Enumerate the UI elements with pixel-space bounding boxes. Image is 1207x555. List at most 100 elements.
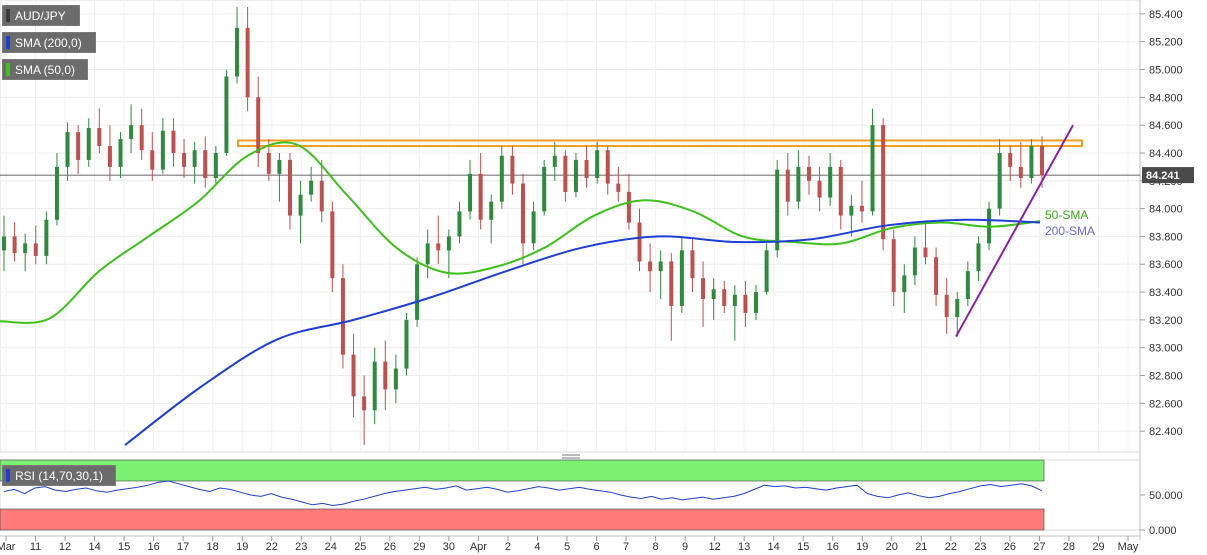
sma50-swatch xyxy=(6,63,10,76)
price-tick-label: 85.000 xyxy=(1149,65,1183,77)
candle-body xyxy=(23,243,28,254)
candle-body xyxy=(76,132,81,160)
time-tick-label: 6 xyxy=(593,541,599,553)
candle-body xyxy=(584,159,589,179)
price-tick-label: 82.600 xyxy=(1149,398,1183,410)
rsi-tick-label: 0.000 xyxy=(1149,525,1177,537)
candle-body xyxy=(192,150,197,167)
candle-body xyxy=(415,264,420,320)
time-tick-label: 25 xyxy=(354,541,366,553)
resistance-zone xyxy=(237,139,1083,148)
candle-body xyxy=(743,294,748,313)
candle-body xyxy=(277,159,282,174)
time-tick-label: May xyxy=(1118,541,1139,553)
candle-body xyxy=(902,275,907,293)
candle-body xyxy=(817,180,822,198)
time-tick-label: 13 xyxy=(738,541,750,553)
price-tick-label: 82.400 xyxy=(1149,426,1183,438)
candle-body xyxy=(213,152,218,179)
time-tick-label: 26 xyxy=(1004,541,1016,553)
time-tick-label: Mar xyxy=(0,541,16,553)
time-tick-label: 18 xyxy=(207,541,219,553)
time-tick-label: 22 xyxy=(266,541,278,553)
time-tick-label: 17 xyxy=(177,541,189,553)
time-tick-label: 16 xyxy=(827,541,839,553)
candle-body xyxy=(658,261,663,272)
rsi-legend[interactable]: RSI (14,70,30,1) xyxy=(2,465,116,486)
time-tick-label: 29 xyxy=(413,541,425,553)
rsi-tick-label: 50.000 xyxy=(1149,490,1183,502)
candle-body xyxy=(139,125,144,151)
candle-body xyxy=(309,180,314,195)
candle-body xyxy=(965,271,970,300)
trendline xyxy=(955,124,1074,338)
time-tick-label: 12 xyxy=(59,541,71,553)
rsi-line xyxy=(3,480,1043,507)
main-plot-area xyxy=(0,0,1141,453)
candle-body xyxy=(891,239,896,293)
candle-body xyxy=(478,173,483,220)
candle-body xyxy=(372,361,377,411)
sma50-line xyxy=(0,141,1041,324)
time-tick-label: 19 xyxy=(236,541,248,553)
current-price-label: 84.241 xyxy=(1146,170,1180,182)
candle-body xyxy=(796,166,801,202)
time-tick-label: 15 xyxy=(118,541,130,553)
time-tick-label: 4 xyxy=(534,541,540,553)
sma200-legend[interactable]: SMA (200,0) xyxy=(2,32,96,53)
candle-body xyxy=(150,150,155,170)
candle-body xyxy=(764,250,769,293)
rsi-overbought-band xyxy=(0,459,1045,482)
time-tick-label: 22 xyxy=(945,541,957,553)
candle-body xyxy=(870,125,875,212)
candle-body xyxy=(616,183,621,192)
price-tick-label: 84.800 xyxy=(1149,92,1183,104)
candle-body xyxy=(287,159,292,216)
time-tick-label: 14 xyxy=(88,541,100,553)
sma50-legend[interactable]: SMA (50,0) xyxy=(2,59,88,80)
time-tick-label: Apr xyxy=(470,541,487,553)
candle-body xyxy=(521,183,525,244)
time-tick-label: 11 xyxy=(30,541,41,553)
candle-body xyxy=(319,180,324,212)
candle-body xyxy=(383,361,388,390)
candle-body xyxy=(806,166,811,181)
candle-body xyxy=(404,319,409,369)
time-tick-label: 28 xyxy=(1063,541,1075,553)
candle-body xyxy=(775,169,780,251)
time-tick-label: 23 xyxy=(295,541,307,553)
time-tick-label: 12 xyxy=(709,541,721,553)
candle-body xyxy=(785,169,790,202)
candle-body xyxy=(425,243,430,265)
candle-body xyxy=(245,27,250,98)
rsi-panel: 50.000 0.000 xyxy=(0,459,1183,537)
candle-body xyxy=(107,146,112,167)
candle-body xyxy=(499,155,504,202)
candle-body xyxy=(224,76,229,153)
candle-body xyxy=(362,396,367,411)
candle-body xyxy=(563,155,568,192)
time-tick-label: 7 xyxy=(623,541,629,553)
current-price-badge xyxy=(1142,167,1194,184)
candle-body xyxy=(552,155,557,167)
time-tick-label: 21 xyxy=(915,541,927,553)
sma50-annotation: 50-SMA xyxy=(1045,208,1088,222)
sma200-swatch xyxy=(6,36,10,49)
candle-body xyxy=(669,261,674,306)
candle-body xyxy=(573,159,578,192)
candle-body xyxy=(468,173,473,212)
price-tick-label: 83.600 xyxy=(1149,259,1183,271)
candle-body xyxy=(595,150,600,179)
candle-body xyxy=(859,205,864,212)
candle-body xyxy=(754,292,759,313)
candle-body xyxy=(648,261,653,272)
time-tick-label: 19 xyxy=(856,541,868,553)
candle-body xyxy=(436,243,441,251)
candle-body xyxy=(489,201,494,220)
symbol-legend[interactable]: AUD/JPY xyxy=(2,5,80,26)
candle-body xyxy=(997,152,1002,209)
candle-body xyxy=(838,166,843,216)
candle-body xyxy=(828,166,833,198)
sma200-annotation: 200-SMA xyxy=(1045,224,1095,238)
